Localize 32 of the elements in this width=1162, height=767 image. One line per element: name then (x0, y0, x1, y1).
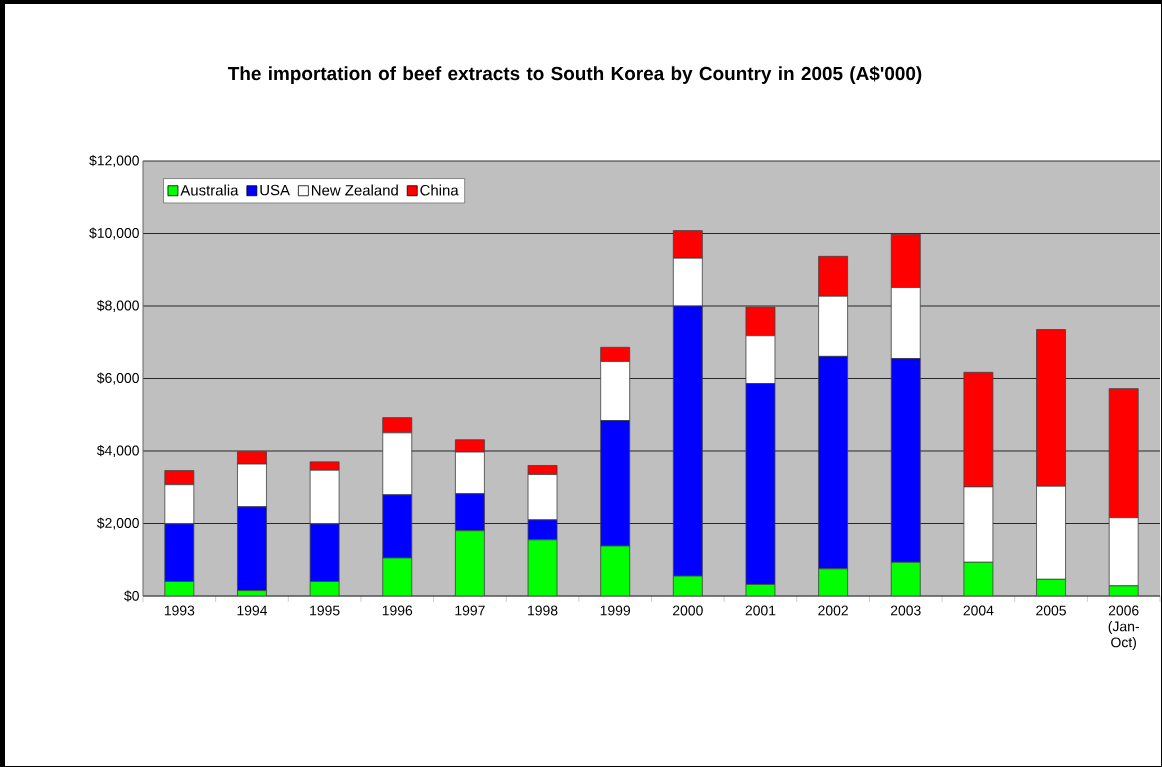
x-tick-label: 1997 (455, 605, 485, 616)
legend-label: USA (260, 184, 290, 196)
legend-label: China (420, 184, 459, 196)
x-tick-label: 2006 (Jan-Oct) (1108, 605, 1139, 651)
chart-title: The importation of beef extracts to South Korea by Country in 2005 (A$'000) (227, 66, 922, 84)
bar (382, 557, 413, 596)
y-tick-label: $0 (124, 590, 139, 602)
y-tick-label: $6,000 (96, 372, 139, 385)
y-tick-label: $2,000 (96, 517, 139, 530)
x-tick-label: 1999 (600, 605, 631, 616)
x-tick-label: 2000 (673, 605, 703, 616)
y-tick-label: $4,000 (96, 444, 139, 458)
y-tick-label: $12,000 (89, 154, 139, 168)
bar (527, 539, 558, 596)
x-tick-label: 2002 (818, 605, 848, 616)
x-tick-label: 1995 (310, 605, 340, 616)
y-tick-label: $10,000 (89, 227, 139, 240)
x-tick-label: 2003 (890, 605, 921, 616)
x-tick-label: 1993 (164, 605, 195, 616)
x-tick-label: 2001 (745, 605, 776, 616)
bar (818, 568, 849, 596)
bar (890, 561, 921, 596)
x-tick-label: 2004 (963, 605, 994, 616)
x-tick-label: 1994 (237, 605, 268, 616)
x-tick-label: 2005 (1036, 605, 1066, 616)
legend-label: Australia (180, 184, 239, 196)
legend-label: New Zealand (311, 184, 398, 196)
y-tick-label: $8,000 (96, 299, 139, 313)
bar (600, 545, 631, 596)
bar (454, 530, 485, 596)
x-tick-label: 1998 (528, 605, 558, 616)
x-tick-label: 1996 (382, 605, 413, 616)
